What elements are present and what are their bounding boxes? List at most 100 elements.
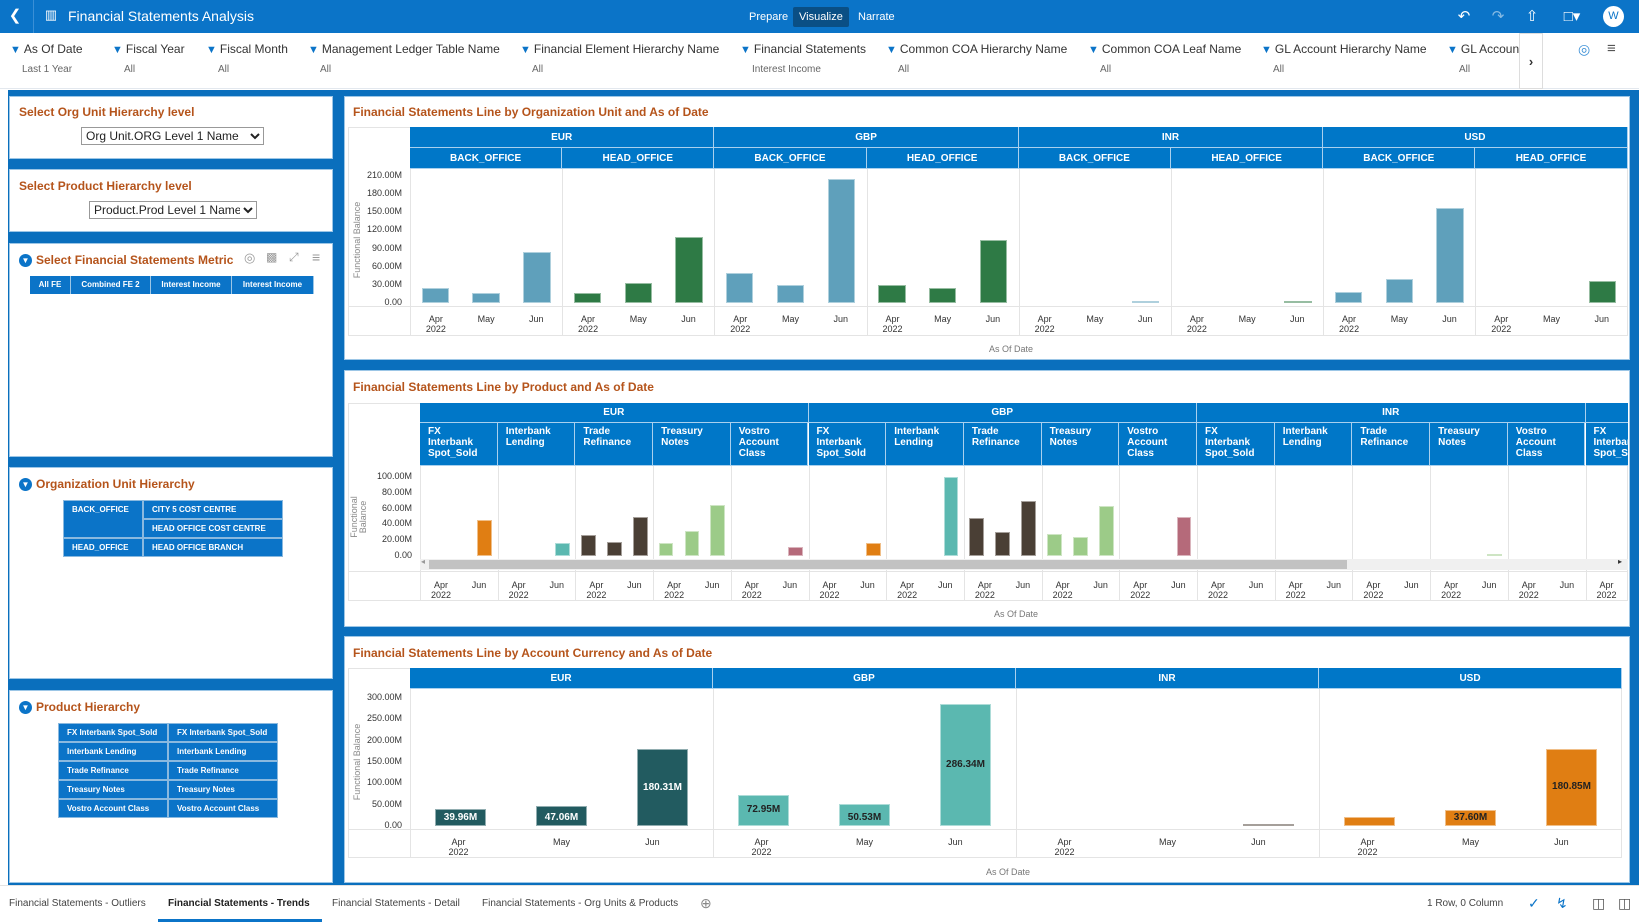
org-hierarchy-title: Organization Unit Hierarchy (36, 477, 195, 491)
product-cell-level2[interactable]: Vostro Account Class (168, 799, 278, 818)
product-cell-level2[interactable]: Interbank Lending (168, 742, 278, 761)
presentation-badge-icon[interactable]: ◎ (1578, 41, 1591, 57)
pin-icon: ▼ (520, 44, 531, 56)
org-cell-ho-cost-centre[interactable]: HEAD OFFICE COST CENTRE (143, 519, 283, 538)
target-icon[interactable]: ◎ (244, 250, 256, 265)
filter-funnel-icon: ▼ (19, 478, 32, 491)
bar-chart-icon[interactable]: ▩ (266, 250, 278, 264)
top-bar: ❮ ▥ Financial Statements Analysis Prepar… (0, 0, 1639, 33)
org-cell-ho-branch[interactable]: HEAD OFFICE BRANCH (143, 538, 283, 557)
org-level-title: Select Org Unit Hierarchy level (19, 105, 195, 119)
redo-icon[interactable]: ↷ (1491, 8, 1505, 25)
org-cell-back-office[interactable]: BACK_OFFICE (63, 500, 143, 538)
metric-button-all-fe[interactable]: All FE (30, 276, 71, 294)
active-tab-indicator (158, 919, 322, 922)
product-hierarchy-panel: ▼ Product Hierarchy FX Interbank Spot_So… (9, 690, 333, 883)
filter-label: Management Ledger Table Name (321, 42, 500, 56)
chart-org-panel: Financial Statements Line by Organizatio… (344, 96, 1630, 360)
pin-icon: ▼ (1261, 44, 1272, 56)
filter-value: All (320, 64, 332, 75)
divider (33, 0, 34, 33)
filter-financial-element-hierarchy[interactable]: ▼ Financial Element Hierarchy Name All (520, 42, 719, 75)
filter-label: Fiscal Year (125, 42, 185, 56)
selection-status: 1 Row, 0 Column (1427, 898, 1504, 909)
product-cell-level1[interactable]: Treasury Notes (58, 780, 168, 799)
data-action-icon[interactable]: ✓ (1528, 895, 1540, 911)
filter-management-ledger[interactable]: ▼ Management Ledger Table Name All (308, 42, 500, 75)
undo-icon[interactable]: ↶ (1457, 8, 1471, 25)
filter-value: All (898, 64, 910, 75)
org-level-panel: Select Org Unit Hierarchy level Org Unit… (9, 96, 333, 159)
product-cell-level1[interactable]: FX Interbank Spot_Sold (58, 723, 168, 742)
metric-button-combined-fe-2[interactable]: Combined FE 2 (71, 276, 151, 294)
product-cell-level2[interactable]: Trade Refinance (168, 761, 278, 780)
more-filters-chevron-right-icon[interactable]: › (1519, 33, 1543, 89)
metric-title: Select Financial Statements Metric (36, 253, 234, 267)
menu-hamburger-icon[interactable]: ≡ (1607, 40, 1616, 57)
mode-prepare[interactable]: Prepare (749, 11, 789, 23)
filter-label: GL Account (1460, 42, 1519, 56)
product-cell-level1[interactable]: Interbank Lending (58, 742, 168, 761)
chart-currency-panel: Financial Statements Line by Account Cur… (344, 636, 1630, 883)
filter-label: GL Account Hierarchy Name (1274, 42, 1427, 56)
filter-financial-statements[interactable]: ▼ Financial Statements Interest Income (740, 42, 866, 75)
filter-fiscal-year[interactable]: ▼ Fiscal Year All (112, 42, 185, 75)
filter-label: Common COA Leaf Name (1101, 42, 1242, 56)
tab-org-units-products[interactable]: Financial Statements - Org Units & Produ… (482, 898, 679, 909)
org-cell-head-office[interactable]: HEAD_OFFICE (63, 538, 143, 557)
product-level-select[interactable]: Product.Prod Level 1 Name (89, 201, 257, 219)
pin-icon: ▼ (1088, 44, 1099, 56)
filter-value: Interest Income (752, 64, 821, 75)
lightning-icon[interactable]: ↯ (1556, 895, 1568, 911)
add-tab-plus-icon[interactable]: ⊕ (700, 895, 712, 911)
filter-gl-account-hierarchy[interactable]: ▼ GL Account Hierarchy Name All (1261, 42, 1427, 75)
product-level-title: Select Product Hierarchy level (19, 179, 192, 193)
filter-value: All (124, 64, 136, 75)
filter-label: Fiscal Month (219, 42, 288, 56)
expand-icon[interactable]: ⤢ (289, 250, 299, 264)
filter-value: Last 1 Year (22, 64, 73, 75)
tab-detail[interactable]: Financial Statements - Detail (332, 898, 460, 909)
filter-value: All (218, 64, 230, 75)
filter-as-of-date[interactable]: ▼ As Of Date Last 1 Year (10, 42, 83, 75)
mode-narrate[interactable]: Narrate (858, 11, 895, 23)
panel-right-icon[interactable]: ◫ (1618, 895, 1632, 911)
product-cell-level2[interactable]: Treasury Notes (168, 780, 278, 799)
org-cell-city5[interactable]: CITY 5 COST CENTRE (143, 500, 283, 519)
pin-icon: ▼ (886, 44, 897, 56)
back-chevron-left-icon[interactable]: ❮ (8, 7, 22, 24)
filter-label: Financial Element Hierarchy Name (533, 42, 720, 56)
tab-trends[interactable]: Financial Statements - Trends (168, 898, 310, 909)
tab-outliers[interactable]: Financial Statements - Outliers (9, 898, 146, 909)
pin-icon: ▼ (1447, 44, 1458, 56)
export-icon[interactable]: ⇧ (1525, 8, 1539, 25)
filter-bar: ▼ As Of Date Last 1 Year ▼ Fiscal Year All ▼… (0, 33, 1639, 89)
filter-label: Financial Statements (753, 42, 866, 56)
mode-visualize[interactable]: Visualize (793, 7, 849, 27)
pin-icon: ▼ (308, 44, 319, 56)
product-cell-level1[interactable]: Vostro Account Class (58, 799, 168, 818)
save-icon[interactable]: □▾ (1563, 8, 1581, 25)
metric-button-interest-income[interactable]: Interest Income (151, 276, 232, 294)
pin-icon: ▼ (112, 44, 123, 56)
product-cell-level2[interactable]: FX Interbank Spot_Sold (168, 723, 278, 742)
menu-icon[interactable]: ≡ (312, 249, 321, 265)
filter-funnel-icon: ▼ (19, 701, 32, 714)
metric-button-row: All FE Combined FE 2 Interest Income Int… (30, 276, 314, 294)
metric-button-interest-income-2[interactable]: Interest Income (232, 276, 314, 294)
chart-icon: ▥ (44, 7, 58, 22)
filter-value: All (1459, 64, 1471, 75)
filter-common-coa-hierarchy[interactable]: ▼ Common COA Hierarchy Name All (886, 42, 1067, 75)
filter-value: All (532, 64, 544, 75)
product-cell-level1[interactable]: Trade Refinance (58, 761, 168, 780)
filter-gl-account[interactable]: ▼ GL Account All (1447, 42, 1519, 75)
chart-title: Financial Statements Line by Organizatio… (353, 105, 709, 119)
filter-fiscal-month[interactable]: ▼ Fiscal Month All (206, 42, 288, 75)
panel-toggle-icon[interactable]: ◫ (1592, 895, 1606, 911)
chart-title: Financial Statements Line by Account Cur… (353, 646, 713, 660)
filter-value: All (1100, 64, 1112, 75)
chart-product-panel: Financial Statements Line by Product and… (344, 370, 1630, 627)
org-level-select[interactable]: Org Unit.ORG Level 1 Name (81, 127, 264, 145)
user-avatar[interactable]: W (1603, 6, 1624, 27)
filter-common-coa-leaf[interactable]: ▼ Common COA Leaf Name All (1088, 42, 1241, 75)
